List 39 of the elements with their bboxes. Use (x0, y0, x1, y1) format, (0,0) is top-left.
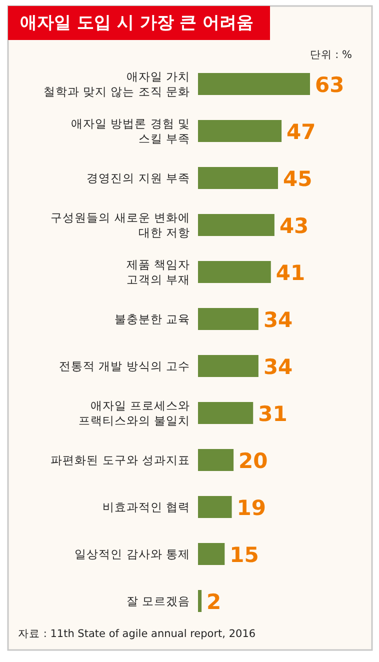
y-tick-label: 일상적인 감사와 통제 (74, 547, 190, 561)
y-tick-label: 애자일 가치 철학과 맞지 않는 조직 문화 (43, 70, 190, 98)
y-tick-label: 애자일 프로세스와 프랙티스와의 불일치 (78, 398, 190, 428)
bar (198, 214, 274, 236)
bar (198, 261, 271, 283)
data-label: 63 (315, 73, 344, 97)
data-label: 20 (238, 449, 268, 473)
data-label: 47 (286, 120, 316, 144)
y-tick-label: 전통적 개발 방식의 고수 (59, 359, 190, 373)
data-label: 41 (276, 261, 306, 285)
y-tick-label: 구성원들의 새로운 변화에 대한 저항 (50, 210, 190, 240)
data-label: 2 (206, 590, 222, 614)
y-tick-label: 경영진의 지원 부족 (86, 171, 190, 185)
bar (198, 308, 258, 330)
data-label: 34 (263, 308, 293, 332)
data-label: 31 (258, 402, 288, 426)
y-tick-label: 잘 모르겠음 (126, 594, 190, 608)
bar (198, 167, 278, 189)
data-label: 34 (263, 355, 293, 379)
y-tick-label: 비효과적인 협력 (102, 500, 190, 514)
bar (198, 590, 202, 612)
bar (198, 449, 234, 471)
bar (198, 402, 254, 424)
y-tick-label: 제품 책임자 고객의 부재 (126, 258, 190, 286)
bar (198, 355, 258, 377)
chart-title: 애자일 도입 시 가장 큰 어려움 (20, 13, 254, 33)
text: 자료 : 11th State of agile annual report, 2016 (18, 628, 256, 640)
data-label: 45 (283, 167, 312, 191)
annotation: 단위 : % (310, 49, 352, 61)
y-tick-label: 파편화된 도구와 성과지표 (50, 453, 190, 467)
data-label: 19 (236, 496, 266, 520)
data-label: 43 (279, 214, 309, 238)
bar (198, 120, 282, 142)
bar (198, 496, 232, 518)
data-label: 15 (230, 543, 259, 567)
bar (198, 73, 310, 95)
bar (198, 543, 225, 565)
y-tick-label: 불충분한 교육 (114, 312, 190, 326)
y-tick-label: 애자일 방법론 경험 및 스킬 부족 (71, 116, 190, 146)
